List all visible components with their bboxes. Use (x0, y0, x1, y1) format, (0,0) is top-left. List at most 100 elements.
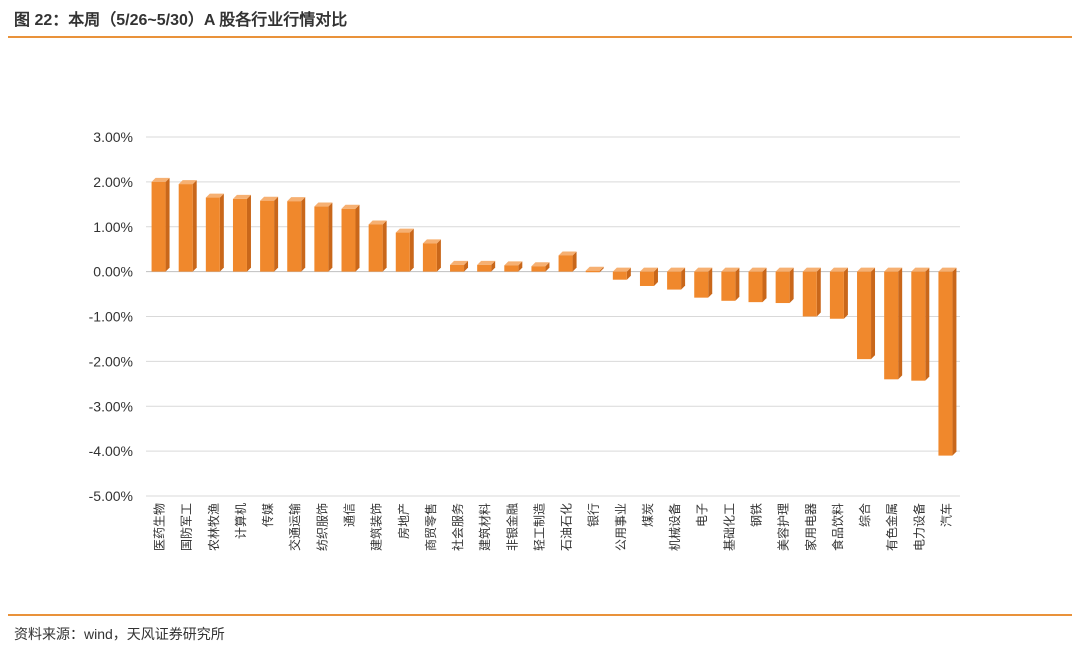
bar-美容护理 (775, 267, 794, 304)
bar-top (368, 220, 387, 225)
bar-基础化工 (721, 267, 740, 301)
x-tick-label: 机械设备 (667, 503, 682, 551)
y-tick-label: 3.00% (93, 129, 133, 145)
x-tick-label: 电力设备 (912, 503, 926, 551)
bar-front (721, 271, 736, 301)
x-tick-label: 基础化工 (722, 503, 736, 551)
bar-side (816, 267, 821, 317)
top-divider (8, 36, 1072, 38)
bar-front (395, 232, 410, 272)
x-tick-label: 煤炭 (641, 503, 655, 527)
bar-side (599, 266, 604, 273)
chart-bars (151, 177, 957, 456)
bar-side (491, 260, 496, 272)
bar-front (612, 271, 627, 280)
chart-gridlines (146, 136, 960, 497)
bar-top (884, 267, 903, 272)
x-tick-label: 商贸零售 (423, 503, 438, 551)
bar-side (572, 251, 577, 272)
bar-公用事业 (612, 267, 631, 280)
bar-有色金属 (884, 267, 903, 380)
bar-front (531, 266, 546, 272)
bar-front (829, 271, 844, 319)
bar-top (504, 261, 523, 266)
bar-side (925, 267, 930, 381)
bar-side (898, 267, 903, 380)
bar-front (205, 197, 220, 272)
bar-食品饮料 (829, 267, 848, 319)
x-tick-label: 银行 (587, 503, 601, 527)
bar-医药生物 (151, 177, 170, 272)
bar-银行 (585, 266, 604, 273)
bar-front (667, 271, 682, 290)
bar-top (287, 197, 306, 202)
bar-top (639, 267, 658, 272)
bar-建筑材料 (477, 260, 496, 272)
bar-front (368, 224, 383, 272)
bar-side (518, 261, 523, 272)
bar-top (558, 251, 577, 256)
bar-side (681, 267, 686, 290)
bar-side (735, 267, 740, 301)
x-tick-label: 社会服务 (450, 503, 465, 551)
x-tick-label: 轻工制造 (532, 503, 546, 551)
bar-front (748, 271, 763, 303)
x-axis: 医药生物 国防军工 农林牧渔 计算机 传媒 交通运输 纺织服饰 通信 建筑装饰 房地产 商贸零售 社会… (153, 503, 954, 551)
x-tick-label: 石油石化 (560, 503, 574, 551)
y-tick-label: -1.00% (89, 309, 133, 325)
bar-side (301, 197, 306, 272)
bar-front (558, 255, 573, 272)
bar-top (938, 267, 957, 272)
bar-side (219, 193, 224, 272)
bar-front (287, 201, 302, 272)
bar-front (775, 271, 790, 304)
bar-front (341, 208, 356, 272)
x-tick-label: 国防军工 (179, 503, 194, 551)
bar-机械设备 (667, 267, 686, 290)
bar-side (355, 204, 360, 272)
bar-非银金融 (504, 261, 523, 272)
bar-社会服务 (450, 260, 469, 272)
bar-国防军工 (178, 180, 197, 272)
bar-top (667, 267, 686, 272)
x-tick-label: 家用电器 (803, 503, 818, 551)
bar-front (151, 181, 166, 272)
bar-top (151, 177, 170, 182)
bar-side (328, 202, 333, 272)
bar-side (436, 239, 441, 272)
y-tick-label: -4.00% (89, 443, 133, 459)
x-tick-label: 纺织服饰 (315, 503, 329, 551)
bar-top (721, 267, 740, 272)
bar-商贸零售 (422, 239, 441, 272)
bar-front (884, 271, 899, 380)
bar-农林牧渔 (205, 193, 224, 272)
bar-top (585, 266, 604, 271)
bar-纺织服饰 (314, 202, 333, 272)
bottom-divider (8, 614, 1072, 616)
bar-交通运输 (287, 197, 306, 272)
x-tick-label: 通信 (343, 503, 357, 527)
bar-top (911, 267, 930, 272)
bar-传媒 (260, 196, 279, 272)
bar-side (871, 267, 876, 360)
y-axis: 3.00% 2.00% 1.00% 0.00% -1.00% -2.00% -3.00% -4… (89, 129, 133, 504)
x-tick-label: 综合 (857, 503, 872, 527)
bar-side (653, 267, 658, 286)
bar-top (612, 267, 631, 272)
bar-通信 (341, 204, 360, 272)
bar-top (829, 267, 848, 272)
bar-side (545, 262, 550, 272)
bar-top (450, 260, 469, 265)
bar-top (748, 267, 767, 272)
bar-轻工制造 (531, 262, 550, 272)
bar-front (232, 198, 247, 272)
x-tick-label: 美容护理 (776, 503, 791, 551)
bar-front (938, 271, 953, 456)
bar-top (477, 260, 496, 265)
bar-side (708, 267, 713, 298)
bar-front (802, 271, 817, 317)
bar-汽车 (938, 267, 957, 456)
bar-front (857, 271, 872, 360)
y-tick-label: -2.00% (89, 353, 133, 369)
